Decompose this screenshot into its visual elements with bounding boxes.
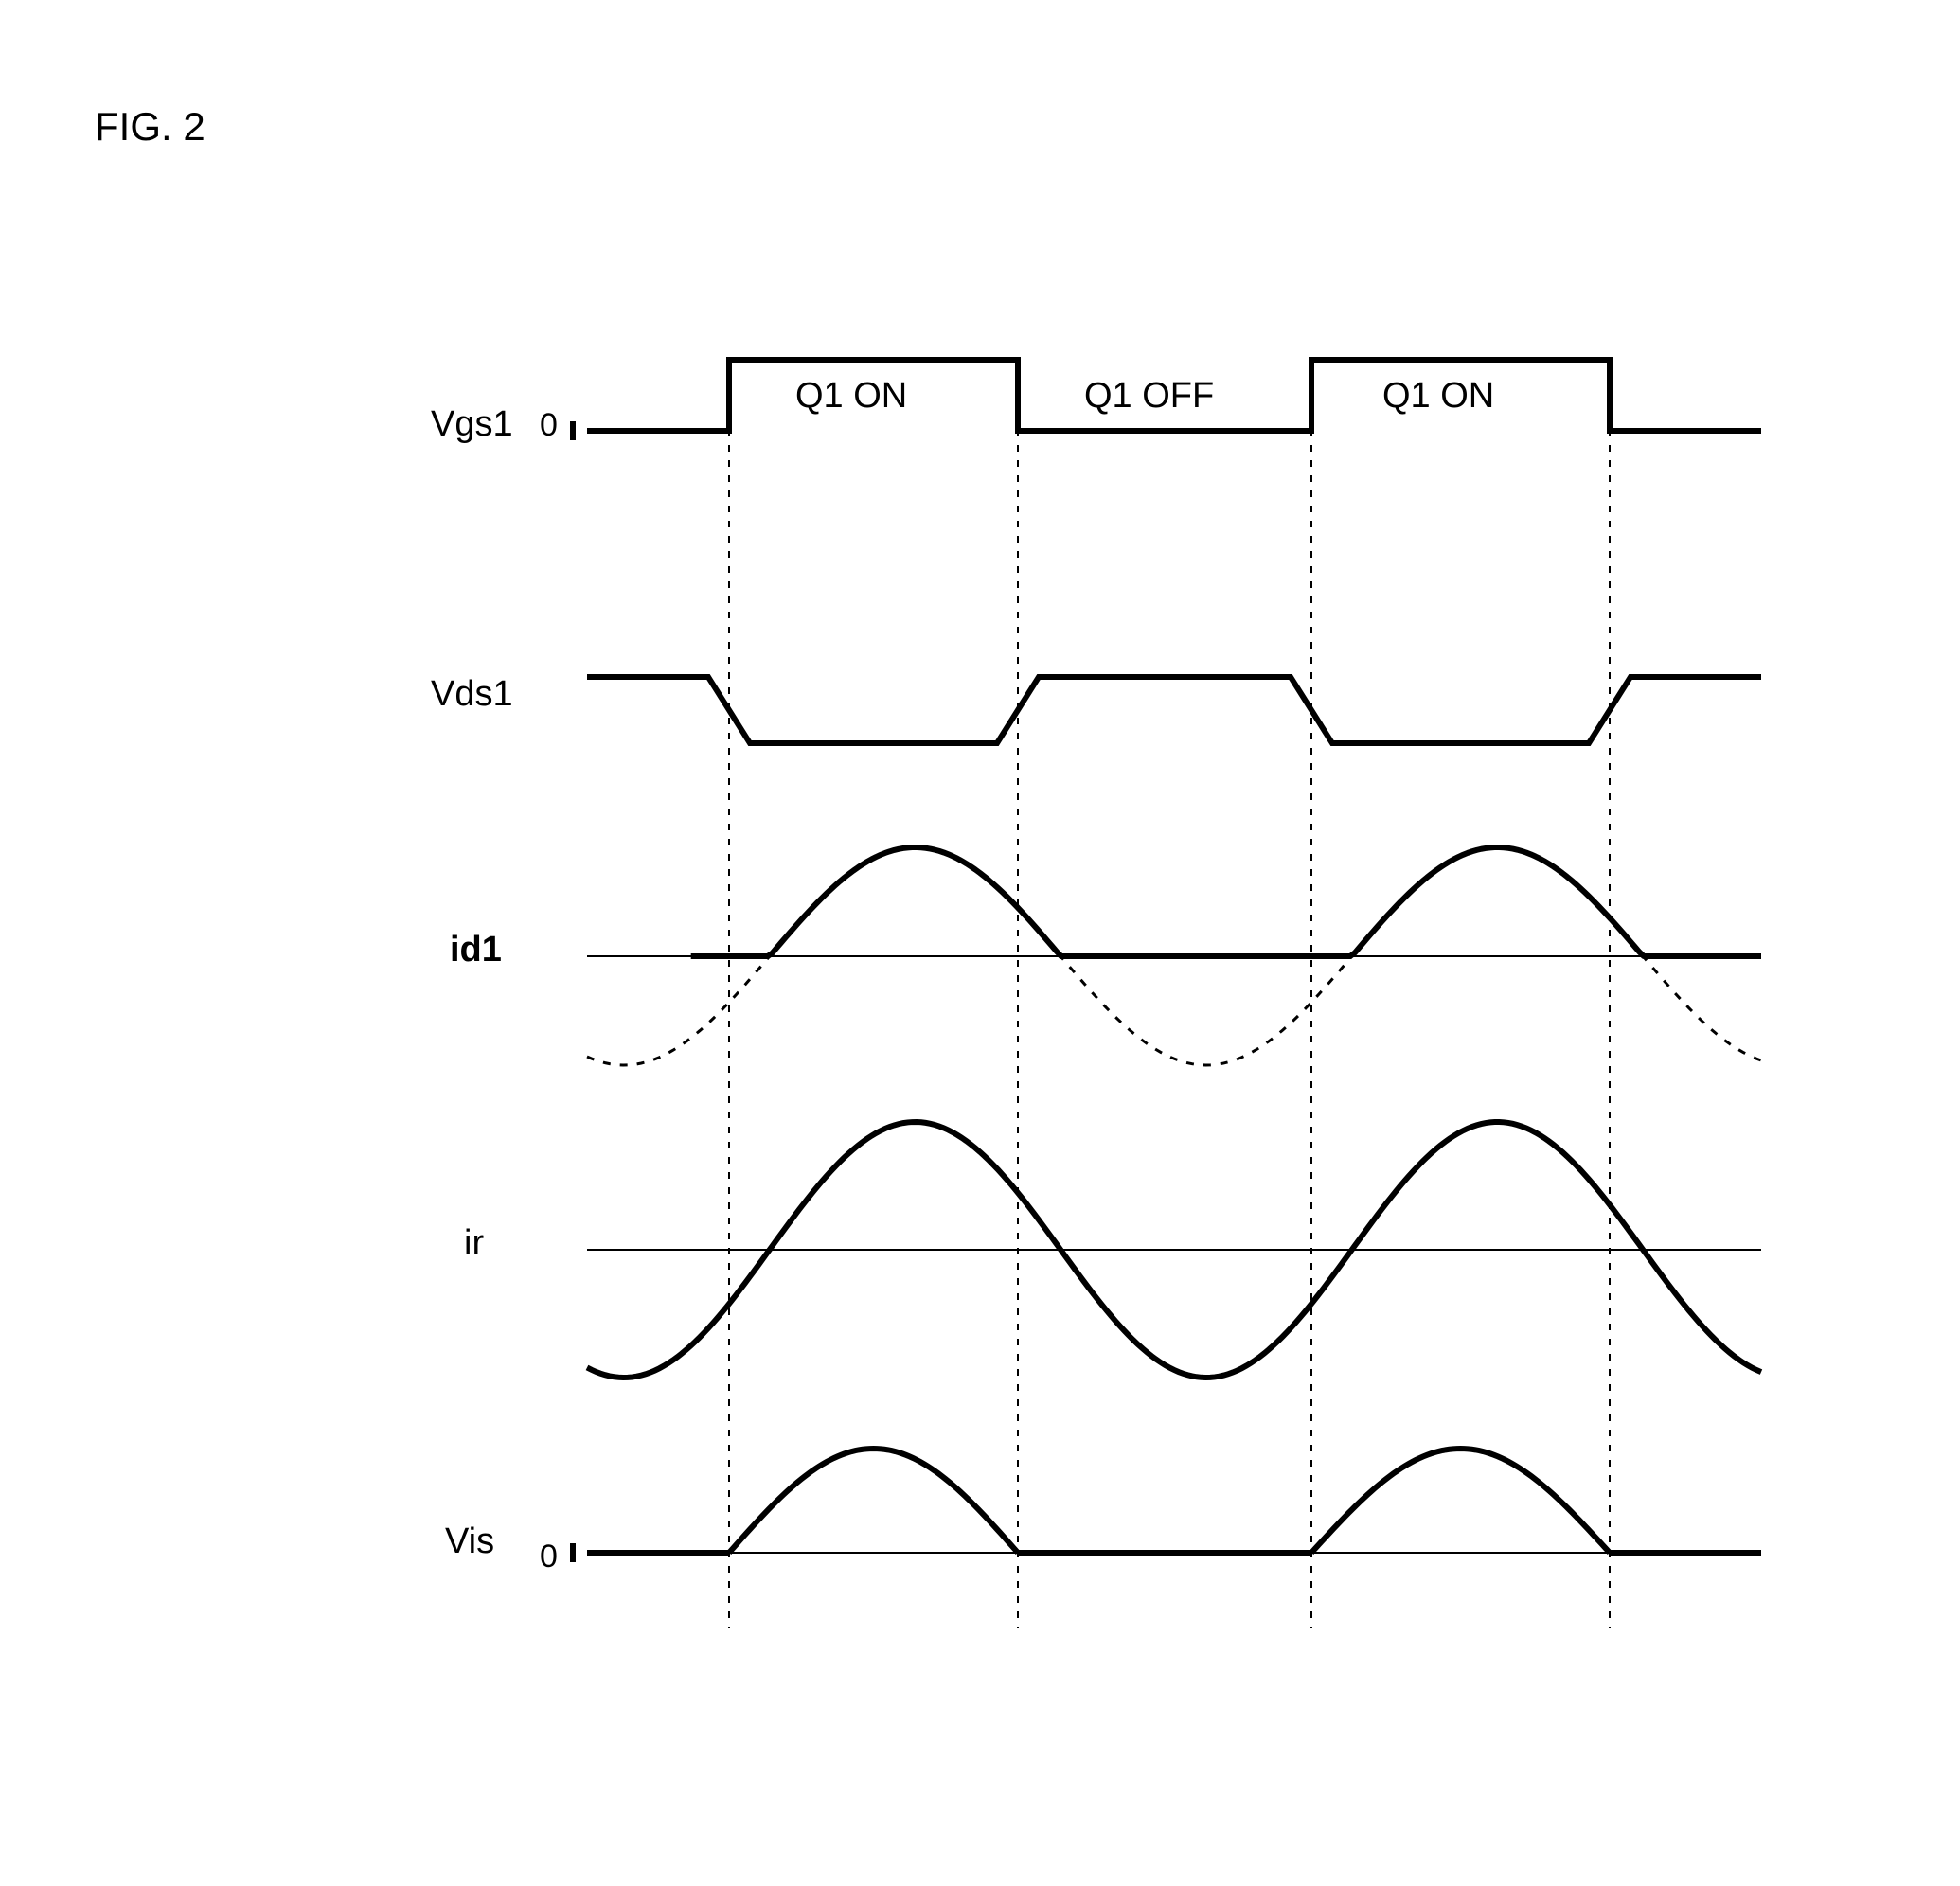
svg-text:Vis: Vis <box>445 1521 494 1561</box>
timing-diagram: Vgs1 0 Q1 ON Q1 OFF Q1 ON Vds1 id1 ir Vis 0 <box>0 0 1960 1886</box>
page: FIG. 2 Vgs10Q1 ONQ1 OFFQ1 ONVds1id1irVis… <box>0 0 1960 1886</box>
svg-text:Q1 ON: Q1 ON <box>1382 376 1494 416</box>
svg-text:Q1 OFF: Q1 OFF <box>1084 376 1214 416</box>
svg-text:Q1 ON: Q1 ON <box>795 376 907 416</box>
svg-text:Vgs1: Vgs1 <box>431 404 513 444</box>
svg-text:Vds1: Vds1 <box>431 674 513 714</box>
svg-text:ir: ir <box>464 1223 484 1263</box>
svg-text:0: 0 <box>540 1539 558 1575</box>
svg-text:0: 0 <box>540 407 558 443</box>
svg-text:id1: id1 <box>450 930 502 970</box>
